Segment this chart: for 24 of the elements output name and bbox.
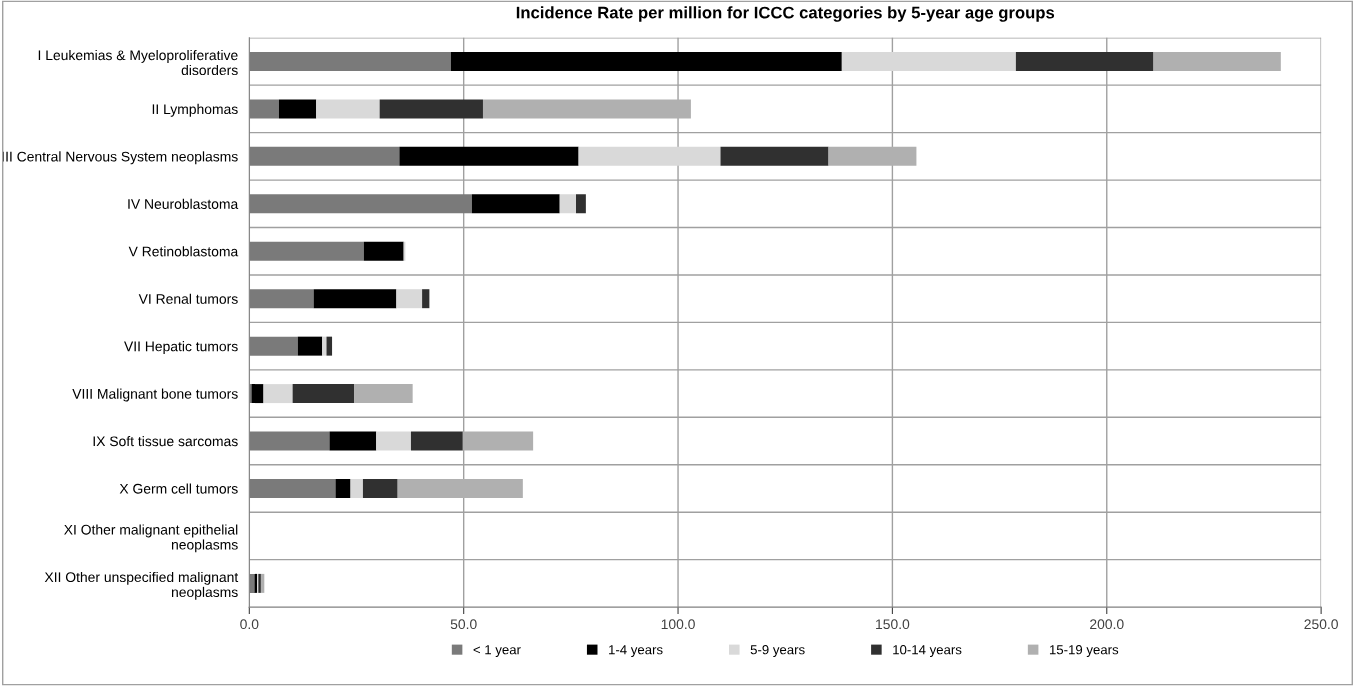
y-tick-label: VII Hepatic tumors <box>124 341 238 355</box>
legend-label: 5-9 years <box>750 645 805 657</box>
x-tick-label: 200.0 <box>1090 619 1124 630</box>
x-tick-label: 100.0 <box>661 619 695 630</box>
x-tick-label: 250.0 <box>1304 619 1338 630</box>
y-tick-label: V Retinoblastoma <box>128 246 239 257</box>
y-tick-label: X Germ cell tumors <box>119 483 238 494</box>
y-tick-label: II Lymphomas <box>152 103 238 117</box>
y-tick-label: XI Other malignant epithelial neoplasms <box>64 524 238 553</box>
y-tick-label: XII Other unspecified malignant neoplasms <box>44 571 239 600</box>
legend-label: 1-4 years <box>609 645 663 657</box>
y-tick-label: I Leukemias & Myeloproliferative disorders <box>38 49 238 76</box>
legend-label: 10-14 years <box>893 645 962 657</box>
x-tick-label: 0.0 <box>240 619 259 630</box>
y-tick-label: VIII Malignant bone tumors <box>72 388 238 402</box>
x-tick-label: 150.0 <box>876 619 910 630</box>
chart-title: Incidence Rate per million for ICCC categories by 5-year age groups <box>516 6 1055 22</box>
legend-label: 15-19 years <box>1049 645 1119 657</box>
x-tick-label: 50.0 <box>450 619 477 630</box>
y-tick-label: VI Renal tumors <box>138 293 238 304</box>
y-tick-label: IX Soft tissue sarcomas <box>93 436 238 447</box>
legend-label: < 1 year <box>473 645 521 657</box>
y-tick-label: IV Neuroblastoma <box>128 198 239 209</box>
y-tick-label: III Central Nervous System neoplasms <box>2 151 238 165</box>
